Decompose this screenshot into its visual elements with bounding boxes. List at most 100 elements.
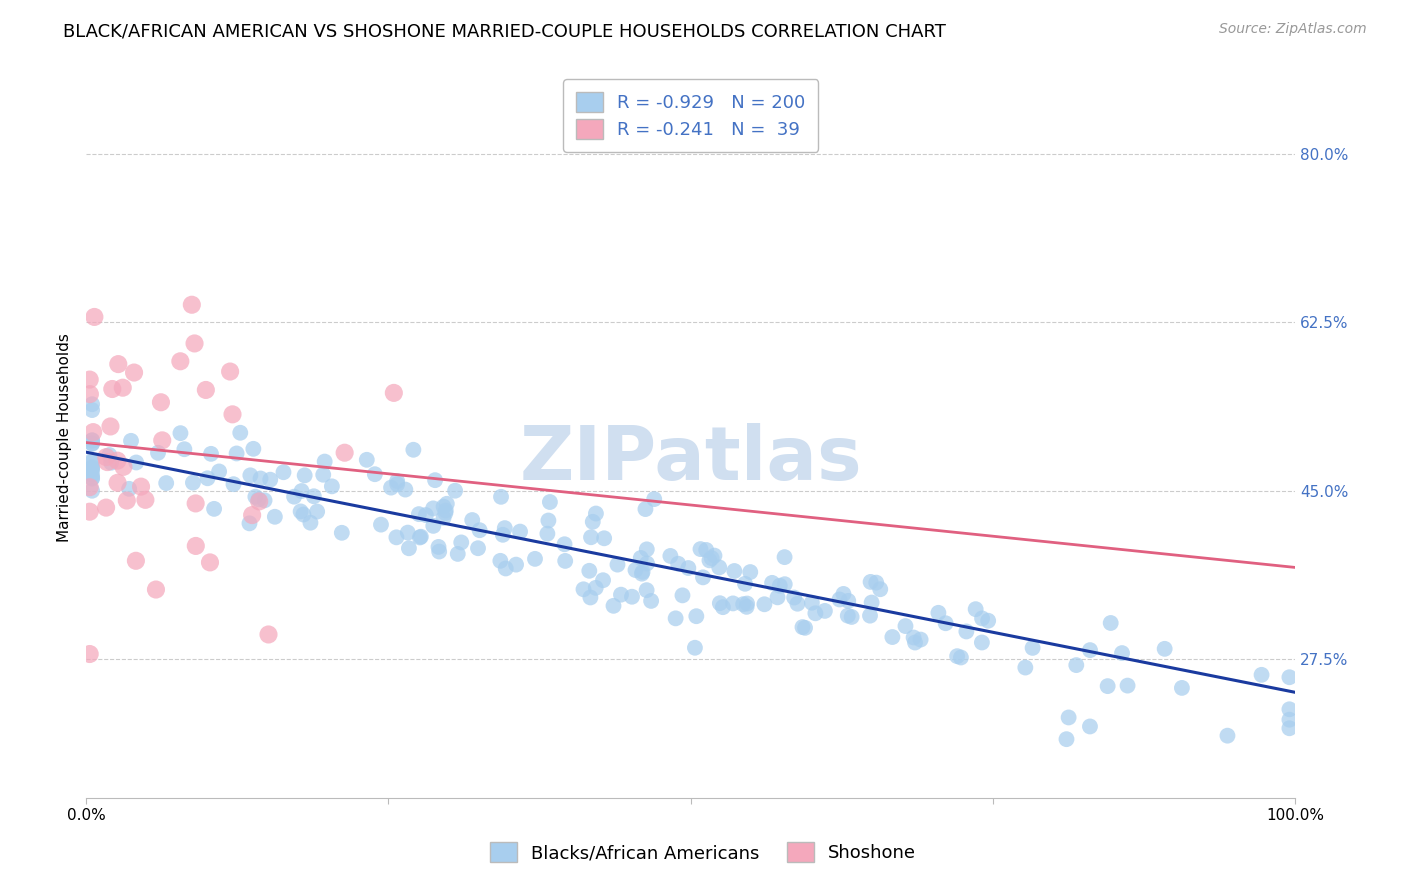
- Point: [82, 425, 104, 439]
- Point: [257, 627, 280, 641]
- Point: [434, 503, 457, 517]
- Point: [134, 492, 156, 507]
- Point: [579, 591, 602, 605]
- Point: [222, 477, 245, 491]
- Point: [107, 453, 129, 467]
- Point: [221, 408, 243, 422]
- Point: [263, 509, 285, 524]
- Point: [292, 508, 315, 522]
- Point: [970, 611, 993, 625]
- Point: [436, 497, 458, 511]
- Point: [290, 504, 312, 518]
- Text: Source: ZipAtlas.com: Source: ZipAtlas.com: [1219, 22, 1367, 37]
- Point: [606, 558, 628, 572]
- Point: [382, 385, 405, 400]
- Point: [150, 434, 173, 448]
- Point: [173, 442, 195, 457]
- Point: [689, 542, 711, 557]
- Point: [444, 483, 467, 498]
- Point: [1066, 658, 1088, 673]
- Point: [398, 541, 420, 556]
- Point: [434, 506, 457, 520]
- Point: [903, 631, 925, 645]
- Point: [82, 453, 104, 467]
- Point: [202, 501, 225, 516]
- Point: [181, 475, 204, 490]
- Point: [447, 547, 470, 561]
- Point: [800, 596, 823, 610]
- Point: [249, 471, 271, 485]
- Point: [82, 471, 104, 485]
- Point: [364, 467, 387, 482]
- Point: [111, 381, 134, 395]
- Point: [659, 549, 682, 563]
- Point: [100, 419, 122, 434]
- Point: [582, 515, 605, 529]
- Point: [247, 492, 270, 507]
- Point: [536, 526, 558, 541]
- Point: [766, 591, 789, 605]
- Legend: Blacks/African Americans, Shoshone: Blacks/African Americans, Shoshone: [482, 835, 924, 870]
- Point: [640, 594, 662, 608]
- Point: [155, 476, 177, 491]
- Point: [273, 465, 295, 479]
- Point: [495, 561, 517, 575]
- Point: [783, 591, 806, 605]
- Point: [585, 507, 607, 521]
- Point: [1097, 679, 1119, 693]
- Point: [832, 587, 855, 601]
- Point: [82, 434, 104, 448]
- Point: [636, 583, 658, 598]
- Point: [592, 573, 614, 587]
- Point: [1216, 729, 1239, 743]
- Point: [380, 481, 402, 495]
- Point: [1278, 713, 1301, 727]
- Point: [79, 373, 101, 387]
- Point: [935, 616, 957, 631]
- Point: [396, 525, 419, 540]
- Point: [239, 468, 262, 483]
- Point: [450, 535, 472, 549]
- Point: [1171, 681, 1194, 695]
- Point: [711, 600, 734, 615]
- Point: [259, 473, 281, 487]
- Point: [1056, 732, 1078, 747]
- Point: [1111, 646, 1133, 660]
- Point: [624, 563, 647, 577]
- Point: [200, 447, 222, 461]
- Point: [505, 558, 527, 572]
- Point: [240, 508, 263, 522]
- Point: [247, 494, 270, 508]
- Point: [385, 530, 408, 544]
- Point: [524, 552, 547, 566]
- Point: [242, 442, 264, 456]
- Point: [184, 539, 207, 553]
- Point: [82, 472, 104, 486]
- Point: [910, 632, 932, 647]
- Point: [98, 448, 121, 462]
- Point: [79, 480, 101, 494]
- Point: [385, 474, 408, 488]
- Point: [314, 454, 336, 468]
- Point: [773, 550, 796, 565]
- Point: [1278, 670, 1301, 684]
- Point: [79, 647, 101, 661]
- Point: [467, 541, 489, 556]
- Point: [115, 493, 138, 508]
- Point: [578, 564, 600, 578]
- Point: [709, 596, 731, 610]
- Point: [572, 582, 595, 597]
- Point: [125, 554, 148, 568]
- Point: [82, 463, 104, 477]
- Point: [94, 500, 117, 515]
- Point: [537, 514, 560, 528]
- Point: [620, 590, 643, 604]
- Point: [740, 565, 762, 579]
- Point: [965, 602, 987, 616]
- Point: [631, 565, 654, 579]
- Point: [786, 597, 808, 611]
- Point: [294, 468, 316, 483]
- Point: [634, 502, 657, 516]
- Point: [169, 354, 191, 368]
- Point: [307, 505, 329, 519]
